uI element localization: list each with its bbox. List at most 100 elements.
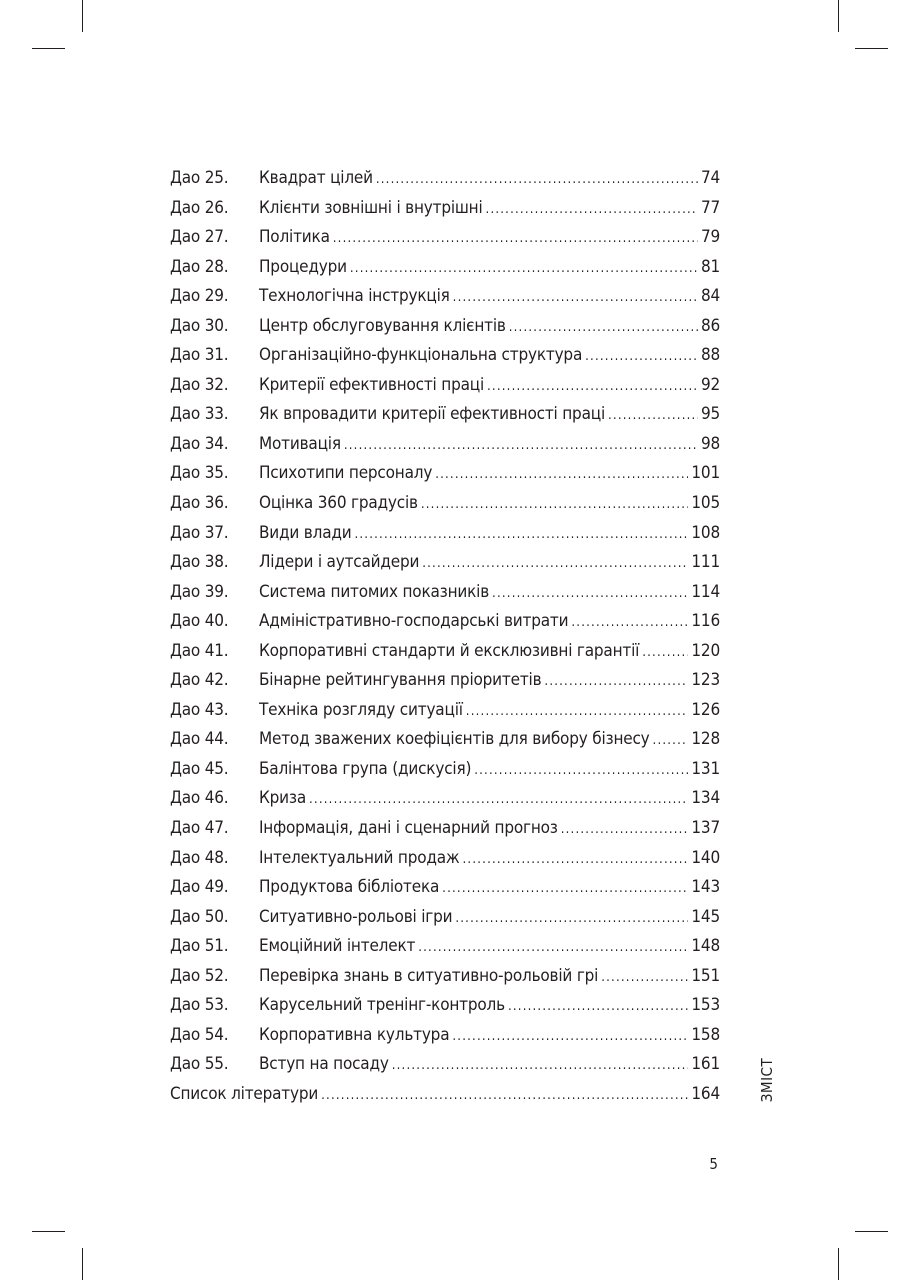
dot-leader	[492, 586, 688, 601]
toc-entry[interactable]: Дао 49. Продуктова бібліотека 143	[170, 877, 720, 907]
toc-entry[interactable]: Дао 27. Політика 79	[170, 227, 720, 257]
entry-number: Дао 32.	[170, 374, 229, 395]
table-of-contents: Дао 25. Квадрат цілей 74 Дао 26. Клієнти зов…	[170, 168, 720, 1114]
toc-entry[interactable]: Дао 36. Оцінка 360 градусів 105	[170, 493, 720, 523]
entry-page: 158	[691, 1024, 720, 1045]
dot-leader	[442, 881, 688, 896]
entry-title: Вступ на посаду	[259, 1054, 389, 1075]
entry-title: Психотипи персоналу	[259, 463, 433, 484]
entry-title: Система питомих показників	[259, 581, 490, 602]
entry-page: 126	[691, 699, 720, 720]
toc-entry[interactable]: Дао 45. Балінтова група (дискусія) 131	[170, 759, 720, 789]
entry-title: Ситуативно-рольові ігри	[259, 906, 453, 927]
toc-entry[interactable]: Дао 40. Адміністративно-господарські витр…	[170, 611, 720, 641]
entry-title: Мотивація	[259, 433, 341, 454]
toc-entry[interactable]: Дао 26. Клієнти зовнішні і внутрішні 77	[170, 198, 720, 228]
entry-number: Дао 46.	[170, 788, 229, 809]
entry-page: 153	[691, 995, 720, 1016]
entry-title: Корпоративні стандарти й ексклюзивні гар…	[259, 640, 640, 661]
entry-page: 114	[691, 581, 720, 602]
dot-leader	[544, 674, 688, 689]
entry-number: Дао 37.	[170, 522, 229, 543]
dot-leader	[350, 261, 698, 276]
dot-leader	[487, 379, 698, 394]
entry-title: Види влади	[259, 522, 352, 543]
toc-entry[interactable]: Дао 47. Інформація, дані і сценарний прог…	[170, 818, 720, 848]
dot-leader	[642, 645, 688, 660]
entry-number: Дао 52.	[170, 965, 229, 986]
entry-title: Емоційний інтелект	[259, 936, 416, 957]
entry-title: Корпоративна культура	[259, 1024, 450, 1045]
entry-page: 77	[700, 197, 720, 218]
entry-page: 79	[700, 227, 720, 248]
toc-entry[interactable]: Дао 28. Процедури 81	[170, 257, 720, 287]
entry-page: 164	[691, 1083, 720, 1104]
crop-mark	[838, 0, 839, 32]
toc-entry[interactable]: Дао 25. Квадрат цілей 74	[170, 168, 720, 198]
entry-number: Дао 45.	[170, 758, 229, 779]
entry-page: 143	[691, 877, 720, 898]
toc-entry[interactable]: Дао 38. Лідери і аутсайдери 111	[170, 552, 720, 582]
entry-page: 105	[691, 493, 720, 514]
toc-entry[interactable]: Дао 46. Криза 134	[170, 788, 720, 818]
entry-title: Політика	[259, 227, 330, 248]
toc-entry[interactable]: Дао 29. Технологічна інструкція 84	[170, 286, 720, 316]
entry-number: Дао 50.	[170, 906, 229, 927]
crop-mark	[32, 48, 65, 49]
toc-entry[interactable]: Дао 48. Інтелектуальний продаж 140	[170, 848, 720, 878]
crop-mark	[855, 48, 888, 49]
entry-page: 101	[691, 463, 720, 484]
toc-entry[interactable]: Дао 44. Метод зважених коефіцієнтів для в…	[170, 729, 720, 759]
entry-page: 145	[691, 906, 720, 927]
entry-title: Клієнти зовнішні і внутрішні	[259, 197, 483, 218]
dot-leader	[333, 231, 698, 246]
toc-entry[interactable]: Дао 37. Види влади 108	[170, 523, 720, 553]
crop-mark	[82, 1248, 83, 1280]
toc-entry[interactable]: Дао 50. Ситуативно-рольові ігри 145	[170, 907, 720, 937]
entry-number: Дао 38.	[170, 552, 229, 573]
toc-entry[interactable]: Дао 34. Мотивація 98	[170, 434, 720, 464]
entry-page: 95	[700, 404, 720, 425]
entry-title: Оцінка 360 градусів	[259, 493, 418, 514]
entry-title: Квадрат цілей	[259, 168, 373, 188]
entry-number: Дао 54.	[170, 1024, 229, 1045]
toc-entry[interactable]: Дао 43. Техніка розгляду ситуації 126	[170, 700, 720, 730]
entry-title: Інтелектуальний продаж	[259, 847, 460, 868]
entry-title: Бінарне рейтингування пріоритетів	[259, 670, 542, 691]
entry-number: Дао 36.	[170, 493, 229, 514]
toc-entry[interactable]: Дао 54. Корпоративна культура 158	[170, 1025, 720, 1055]
entry-page: 84	[700, 286, 720, 307]
dot-leader	[418, 940, 688, 955]
toc-entry[interactable]: Список літератури 164	[170, 1084, 720, 1114]
entry-page: 74	[700, 168, 720, 188]
toc-entry[interactable]: Дао 41. Корпоративні стандарти й ексклюзи…	[170, 641, 720, 671]
entry-page: 120	[691, 640, 720, 661]
dot-leader	[608, 408, 698, 423]
toc-entry[interactable]: Дао 35. Психотипи персоналу 101	[170, 463, 720, 493]
dot-leader	[435, 467, 688, 482]
dot-leader	[585, 349, 698, 364]
entry-number: Дао 39.	[170, 581, 229, 602]
toc-entry[interactable]: Дао 33. Як впровадити критерії ефективнос…	[170, 404, 720, 434]
toc-entry[interactable]: Дао 51. Емоційний інтелект 148	[170, 936, 720, 966]
dot-leader	[344, 438, 698, 453]
toc-entry[interactable]: Дао 30. Центр обслуговування клієнтів 86	[170, 316, 720, 346]
toc-entry[interactable]: Дао 32. Критерії ефективності праці 92	[170, 375, 720, 405]
dot-leader	[354, 527, 688, 542]
entry-title: Технологічна інструкція	[259, 286, 450, 307]
dot-leader	[453, 290, 698, 305]
dot-leader	[309, 792, 688, 807]
toc-entry[interactable]: Дао 52. Перевірка знань в ситуативно-роль…	[170, 966, 720, 996]
section-side-label: ЗМІСТ	[758, 1057, 776, 1103]
toc-entry[interactable]: Дао 55. Вступ на посаду 161	[170, 1054, 720, 1084]
dot-leader	[486, 202, 698, 217]
dot-leader	[421, 497, 689, 512]
entry-title: Інформація, дані і сценарний прогноз	[259, 818, 558, 839]
toc-entry[interactable]: Дао 53. Карусельний тренінг-контроль 153	[170, 995, 720, 1025]
toc-entry[interactable]: Дао 42. Бінарне рейтингування пріоритетів…	[170, 670, 720, 700]
toc-entry[interactable]: Дао 31. Організаційно-функціональна струк…	[170, 345, 720, 375]
crop-mark	[32, 1231, 65, 1232]
entry-page: 151	[691, 965, 720, 986]
toc-entry[interactable]: Дао 39. Система питомих показників 114	[170, 582, 720, 612]
dot-leader	[466, 704, 689, 719]
